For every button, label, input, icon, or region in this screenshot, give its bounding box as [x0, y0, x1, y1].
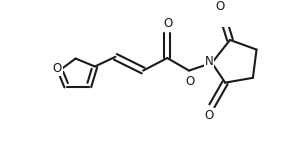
Text: O: O — [52, 62, 62, 75]
Text: O: O — [216, 0, 225, 13]
Text: N: N — [205, 55, 213, 68]
Text: O: O — [205, 109, 214, 122]
Text: O: O — [164, 17, 173, 30]
Text: O: O — [185, 75, 195, 88]
